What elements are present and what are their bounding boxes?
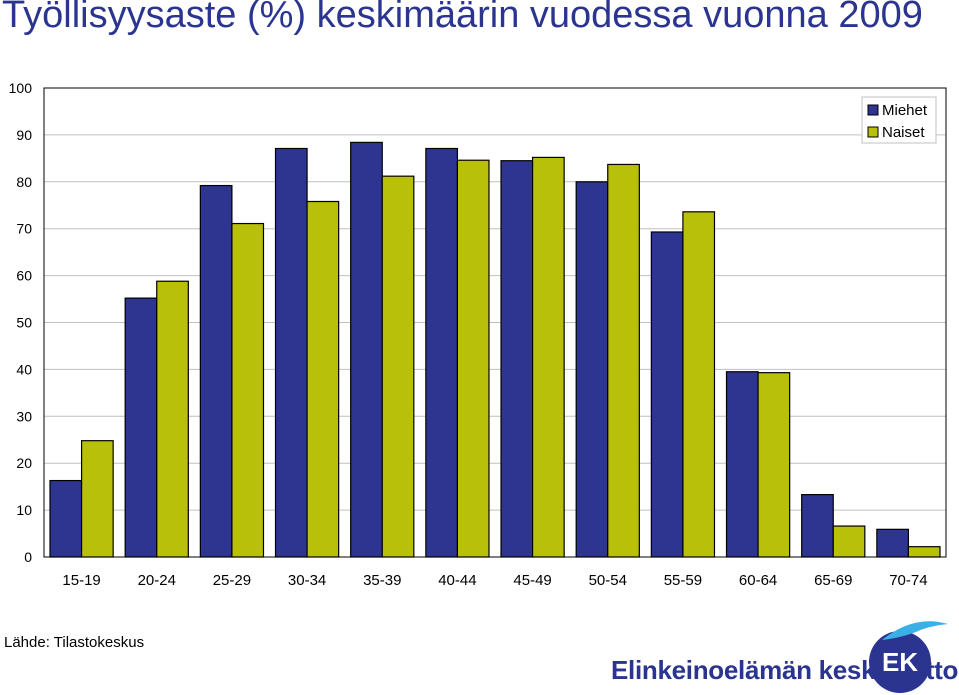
bar-naiset-60-64	[757, 372, 791, 558]
bar-naiset-40-44	[456, 159, 490, 558]
chart-title: Työllisyysaste (%) keskimäärin vuodessa …	[2, 0, 923, 36]
plot-area-border	[43, 87, 947, 558]
y-tick-label: 50	[16, 315, 32, 331]
y-tick-label: 20	[16, 455, 32, 471]
x-tick-label: 20-24	[138, 572, 176, 589]
bar-naiset-20-24	[156, 280, 189, 558]
svg-text:EK: EK	[882, 647, 918, 677]
bar-miehet-40-44	[425, 147, 459, 558]
bar-miehet-50-54	[575, 181, 609, 558]
bars	[49, 141, 941, 558]
bar-miehet-20-24	[124, 297, 158, 558]
legend-swatch-naiset	[867, 126, 879, 138]
bar-chart: 0 10 20 30 40 50 60 70 80 90 100 15-19 20-24 25-29 30…	[9, 80, 947, 589]
bar-miehet-35-39	[350, 141, 383, 558]
y-tick-label: 100	[9, 80, 33, 96]
bar-naiset-25-29	[231, 222, 265, 558]
bar-miehet-65-69	[801, 494, 834, 558]
x-tick-label: 40-44	[438, 572, 476, 589]
y-tick-label: 60	[16, 268, 32, 284]
x-tick-label: 70-74	[889, 572, 927, 589]
legend-label-naiset: Naiset	[882, 124, 925, 141]
x-axis-ticks: 15-19 20-24 25-29 30-34 35-39 40-44 45-49 50-54…	[62, 572, 927, 589]
x-tick-label: 55-59	[664, 572, 702, 589]
y-tick-label: 80	[16, 174, 32, 190]
y-tick-label: 0	[24, 549, 32, 565]
x-tick-label: 15-19	[62, 572, 100, 589]
y-tick-label: 40	[16, 361, 32, 377]
ek-logo-icon: EK	[869, 621, 948, 693]
bar-naiset-30-34	[306, 200, 340, 558]
bar-naiset-45-49	[531, 156, 565, 558]
x-tick-label: 60-64	[739, 572, 777, 589]
bar-naiset-15-19	[80, 440, 114, 558]
bar-miehet-15-19	[49, 479, 83, 558]
bar-miehet-70-74	[876, 528, 910, 558]
x-tick-label: 35-39	[363, 572, 401, 589]
x-tick-label: 30-34	[288, 572, 326, 589]
bar-miehet-25-29	[199, 184, 233, 558]
source-note: Lähde: Tilastokeskus	[4, 634, 145, 651]
y-tick-label: 90	[16, 127, 32, 143]
bar-miehet-60-64	[725, 371, 759, 558]
x-tick-label: 50-54	[589, 572, 627, 589]
bar-naiset-35-39	[381, 175, 415, 558]
x-tick-label: 65-69	[814, 572, 852, 589]
x-tick-label: 25-29	[213, 572, 251, 589]
y-tick-label: 30	[16, 408, 32, 424]
bar-naiset-70-74	[907, 546, 941, 558]
y-tick-label: 70	[16, 221, 32, 237]
bar-miehet-55-59	[650, 231, 684, 558]
bar-naiset-55-59	[682, 211, 716, 558]
y-tick-label: 10	[16, 502, 32, 518]
legend: Miehet Naiset	[861, 96, 937, 144]
bar-naiset-65-69	[832, 525, 866, 558]
y-axis-ticks: 0 10 20 30 40 50 60 70 80 90 100	[9, 80, 33, 565]
legend-label-miehet: Miehet	[882, 102, 928, 119]
legend-swatch-miehet	[867, 104, 879, 116]
x-tick-label: 45-49	[513, 572, 551, 589]
bar-naiset-50-54	[607, 163, 640, 558]
bar-miehet-45-49	[500, 160, 534, 558]
bar-miehet-30-34	[274, 147, 308, 558]
